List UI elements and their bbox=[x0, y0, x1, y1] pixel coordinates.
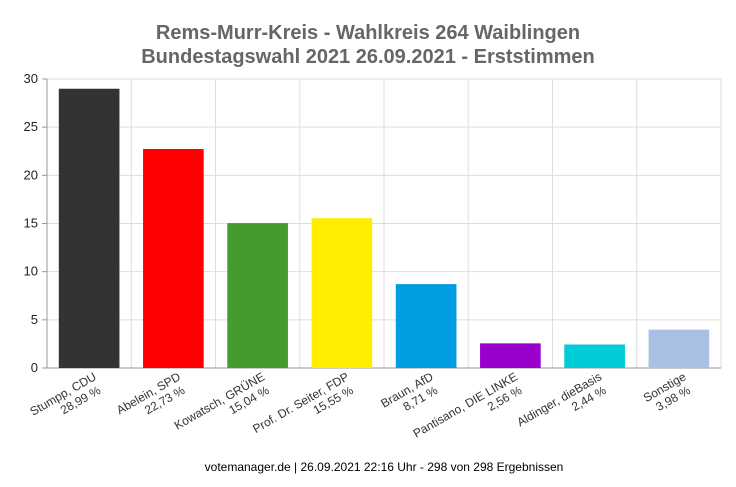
chart-title: Rems-Murr-Kreis - Wahlkreis 264 Waibling… bbox=[156, 22, 580, 44]
bar bbox=[58, 88, 120, 368]
bar bbox=[395, 284, 457, 368]
bar bbox=[143, 149, 204, 368]
bar bbox=[564, 344, 625, 368]
y-tick-label: 25 bbox=[24, 119, 38, 134]
y-tick-label: 30 bbox=[24, 71, 38, 86]
y-tick-label: 20 bbox=[24, 167, 38, 182]
footer-text: votemanager.de | 26.09.2021 22:16 Uhr - … bbox=[205, 460, 564, 474]
y-tick-label: 15 bbox=[24, 216, 38, 231]
chart-subtitle: Bundestagswahl 2021 26.09.2021 - Erststi… bbox=[141, 46, 595, 68]
bar bbox=[480, 343, 541, 368]
y-tick-label: 0 bbox=[31, 360, 38, 375]
bar bbox=[311, 218, 373, 368]
y-tick-label: 10 bbox=[24, 264, 38, 279]
bar bbox=[227, 223, 288, 368]
bars bbox=[58, 88, 710, 368]
y-tick-label: 5 bbox=[31, 312, 38, 327]
bar bbox=[648, 329, 710, 368]
